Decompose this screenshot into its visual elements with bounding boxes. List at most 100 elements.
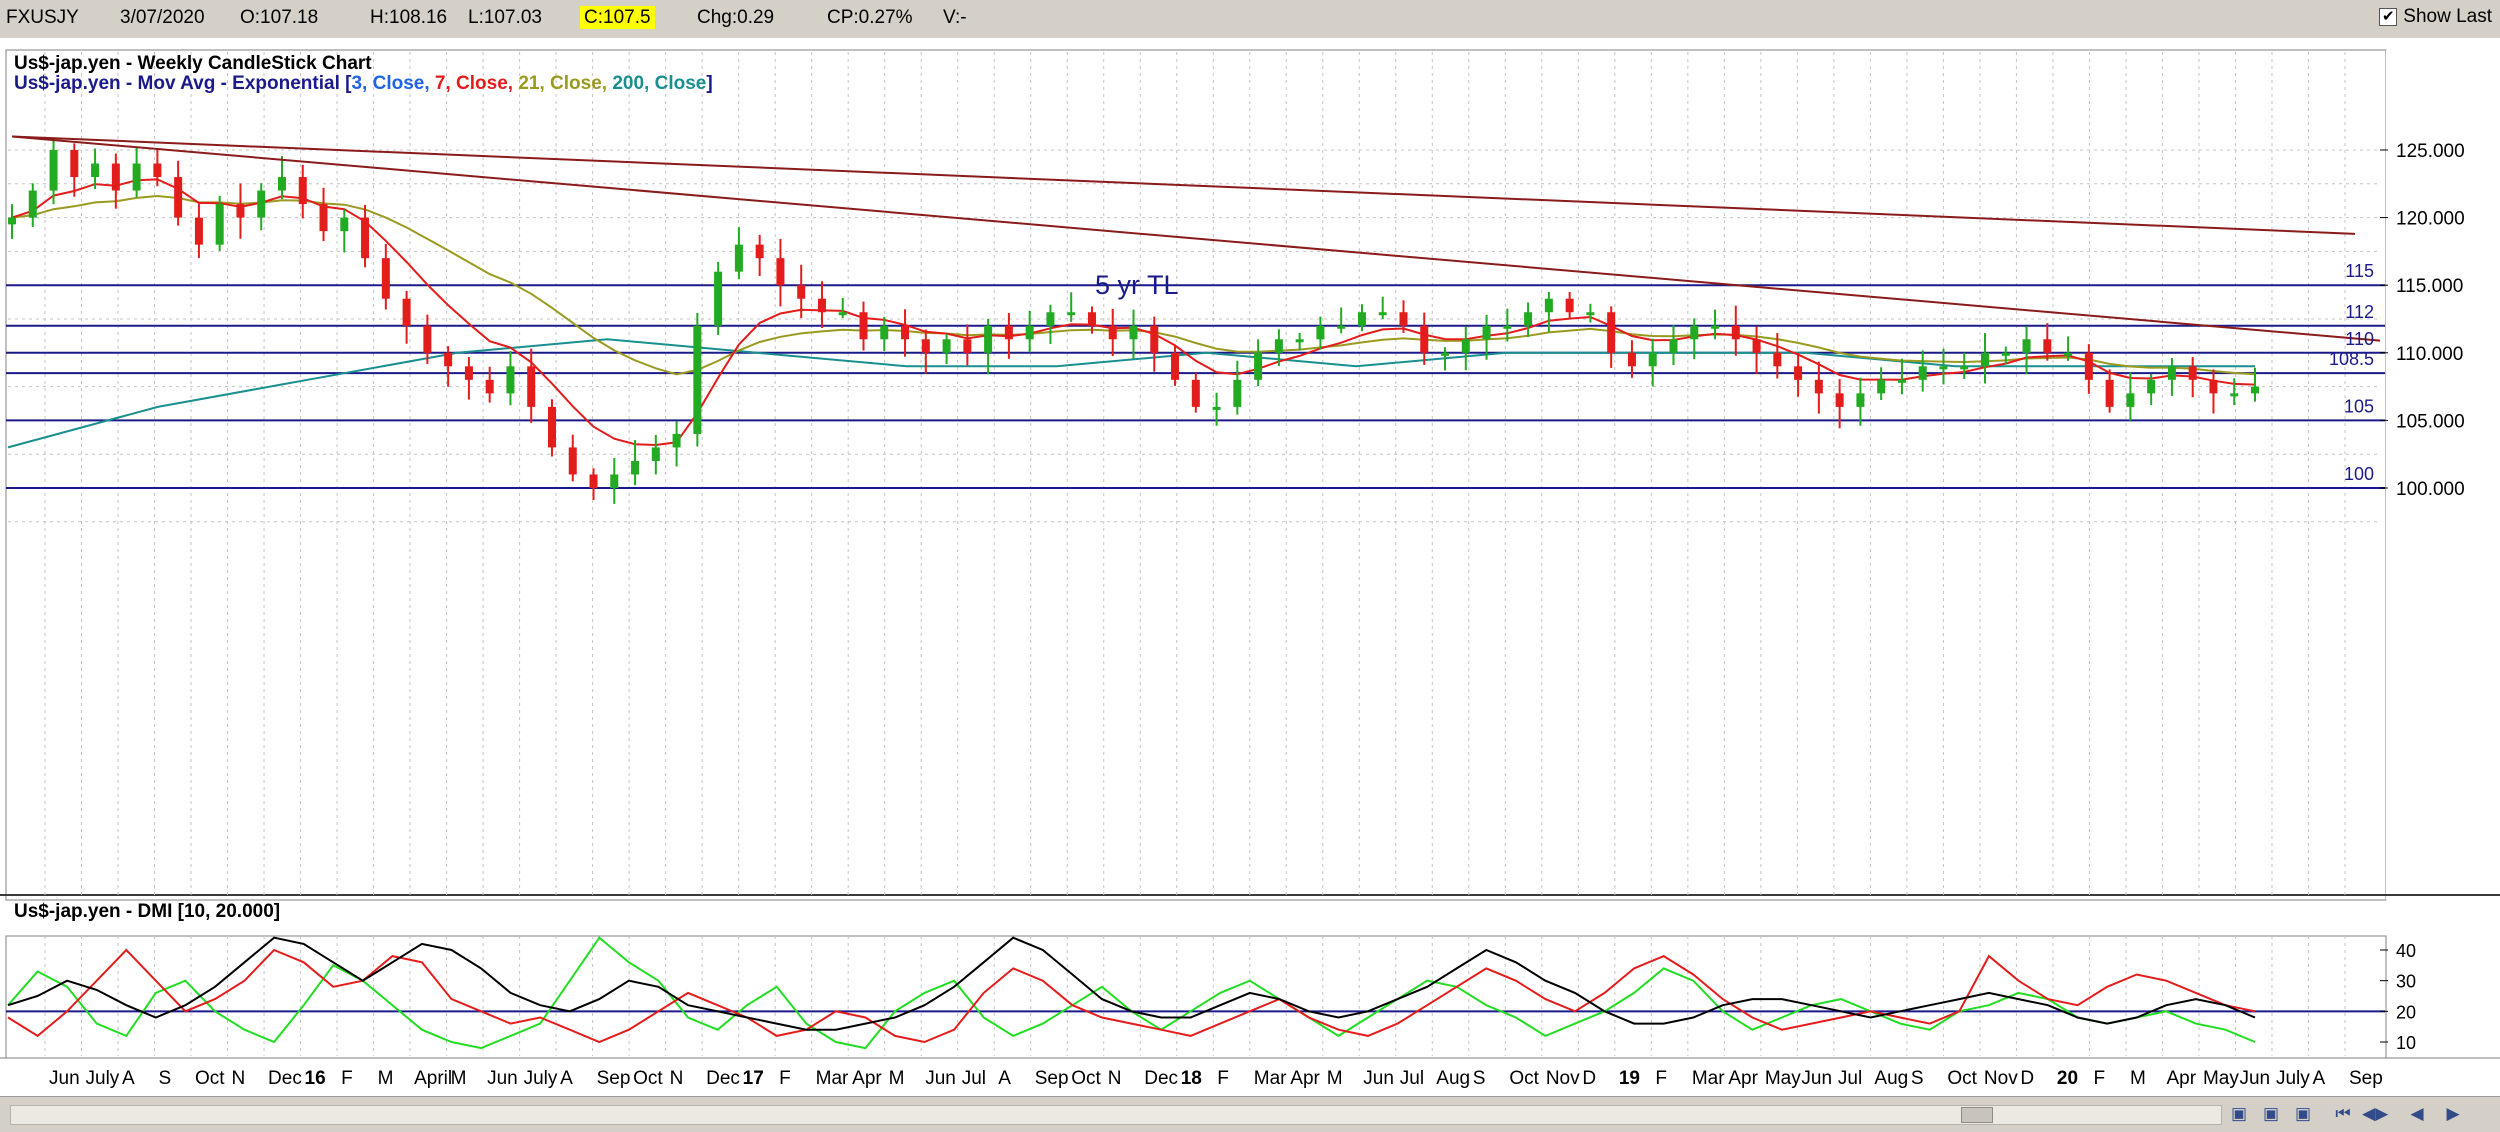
candle-body	[1004, 325, 1013, 340]
candle-body	[215, 204, 224, 245]
date-label: Oct	[633, 1068, 663, 1089]
scroll-start-icon[interactable]: ⏮	[2335, 1104, 2351, 1123]
date-label: Oct	[195, 1068, 225, 1089]
scrollbar-thumb[interactable]	[1961, 1107, 1993, 1123]
candle-body	[2022, 339, 2031, 353]
date-label: 20	[2057, 1068, 2078, 1089]
candle-body	[1025, 325, 1034, 340]
ma-legend-suffix: ]	[706, 73, 712, 94]
candle-body	[901, 325, 910, 340]
candle-body	[1129, 325, 1138, 340]
horizontal-scrollbar[interactable]	[10, 1105, 2222, 1125]
scroll-back-icon[interactable]: ◀▶	[2362, 1104, 2389, 1123]
candle-body	[1191, 379, 1200, 407]
candle-body	[1274, 339, 1283, 353]
candle-body	[2084, 352, 2093, 380]
level-label: 105	[2344, 396, 2374, 416]
date-label: Oct	[1947, 1068, 1977, 1089]
date-label: Oct	[1071, 1068, 1101, 1089]
dmi-tick-label: 20	[2396, 1002, 2416, 1022]
dmi-panel-frame	[5, 935, 2387, 1059]
candle-body	[568, 447, 577, 475]
candle-body	[734, 244, 743, 272]
ma-legend: Us$-jap.yen - Mov Avg - Exponential [3, …	[14, 73, 713, 94]
candle-body	[1711, 325, 1720, 329]
candle-body	[942, 339, 951, 353]
date-label: F	[1217, 1068, 1229, 1089]
candle-body	[194, 217, 203, 245]
date-label: Jul	[1400, 1068, 1424, 1089]
date-label: F	[779, 1068, 791, 1089]
date-label: A	[122, 1068, 135, 1089]
candle-body	[1773, 352, 1782, 367]
price-chart-title: Us$-jap.yen - Weekly CandleStick Chart	[14, 53, 372, 74]
candle-body	[2147, 379, 2156, 394]
candle-body	[714, 271, 723, 326]
date-label: July	[86, 1068, 120, 1089]
dmi-tick-label: 30	[2396, 972, 2416, 992]
date-label: April	[414, 1068, 452, 1089]
candle-body	[880, 325, 889, 340]
candle-body	[589, 474, 598, 488]
candle-body	[984, 325, 993, 353]
candle-body	[1607, 312, 1616, 353]
date-label: N	[670, 1068, 684, 1089]
candle-body	[1544, 298, 1553, 313]
dmi-series-ADX	[7, 936, 2256, 1031]
candle-body	[527, 366, 536, 407]
date-label: S	[159, 1068, 172, 1089]
candle-body	[1399, 312, 1408, 326]
candle-body	[2126, 393, 2135, 407]
dmi-lines	[6, 936, 2385, 1050]
candle-body	[1046, 312, 1055, 326]
candle-body	[1731, 325, 1740, 340]
candle-body	[1420, 325, 1429, 353]
candle-body	[2043, 339, 2052, 353]
chart-area[interactable]: 100.000 105.000 110.000 115.000 120.000 125.0…	[0, 38, 2500, 1096]
date-label: Dec	[706, 1068, 740, 1089]
date-label: S	[1911, 1068, 1924, 1089]
candle-body	[132, 163, 141, 191]
candle-body	[236, 204, 245, 218]
candle-body	[1441, 352, 1450, 356]
change-pct-label: CP:0.27%	[827, 7, 913, 28]
price-tick-label: 100.000	[2396, 479, 2465, 500]
date-label: 17	[743, 1068, 764, 1089]
date-label: Jun	[925, 1068, 956, 1089]
show-last-label: Show Last	[2403, 6, 2492, 27]
scroll-right-icon[interactable]: ▶	[2446, 1104, 2460, 1123]
price-tick-label: 105.000	[2396, 411, 2465, 432]
ma-legend-7: 7, Close,	[435, 73, 513, 94]
level-label: 112	[2345, 302, 2374, 322]
date-label: N	[232, 1068, 246, 1089]
zoom-fit-icon[interactable]: ▣	[2294, 1104, 2312, 1123]
level-label: 100	[2344, 464, 2374, 484]
trendline-upper	[11, 135, 2356, 235]
scroll-left-icon[interactable]: ◀	[2410, 1104, 2424, 1123]
date-label: A	[2312, 1068, 2325, 1089]
candle-body	[1150, 325, 1159, 353]
date-label: M	[378, 1068, 394, 1089]
show-last-toggle[interactable]: ✔ Show Last	[2379, 6, 2492, 28]
date-label: Sep	[2349, 1068, 2383, 1089]
date-label: July	[524, 1068, 558, 1089]
show-last-checkbox[interactable]: ✔	[2379, 8, 2398, 26]
date-label: Jun	[1363, 1068, 1394, 1089]
candle-body	[8, 217, 16, 225]
change-label: Chg:0.29	[697, 7, 775, 28]
date-label: D	[1582, 1068, 1596, 1089]
candle-body	[1669, 339, 1678, 353]
candle-body	[28, 190, 37, 218]
candle-body	[1503, 325, 1512, 329]
candle-body	[1108, 325, 1117, 340]
zoom-out-icon[interactable]: ▣	[2230, 1104, 2248, 1123]
date-label: M	[889, 1068, 905, 1089]
candle-body	[381, 258, 390, 299]
candle-body	[2167, 366, 2176, 380]
zoom-in-icon[interactable]: ▣	[2262, 1104, 2280, 1123]
level-label: 110	[2345, 329, 2374, 349]
high-label: H:108.16	[370, 7, 448, 28]
candle-body	[91, 163, 100, 178]
